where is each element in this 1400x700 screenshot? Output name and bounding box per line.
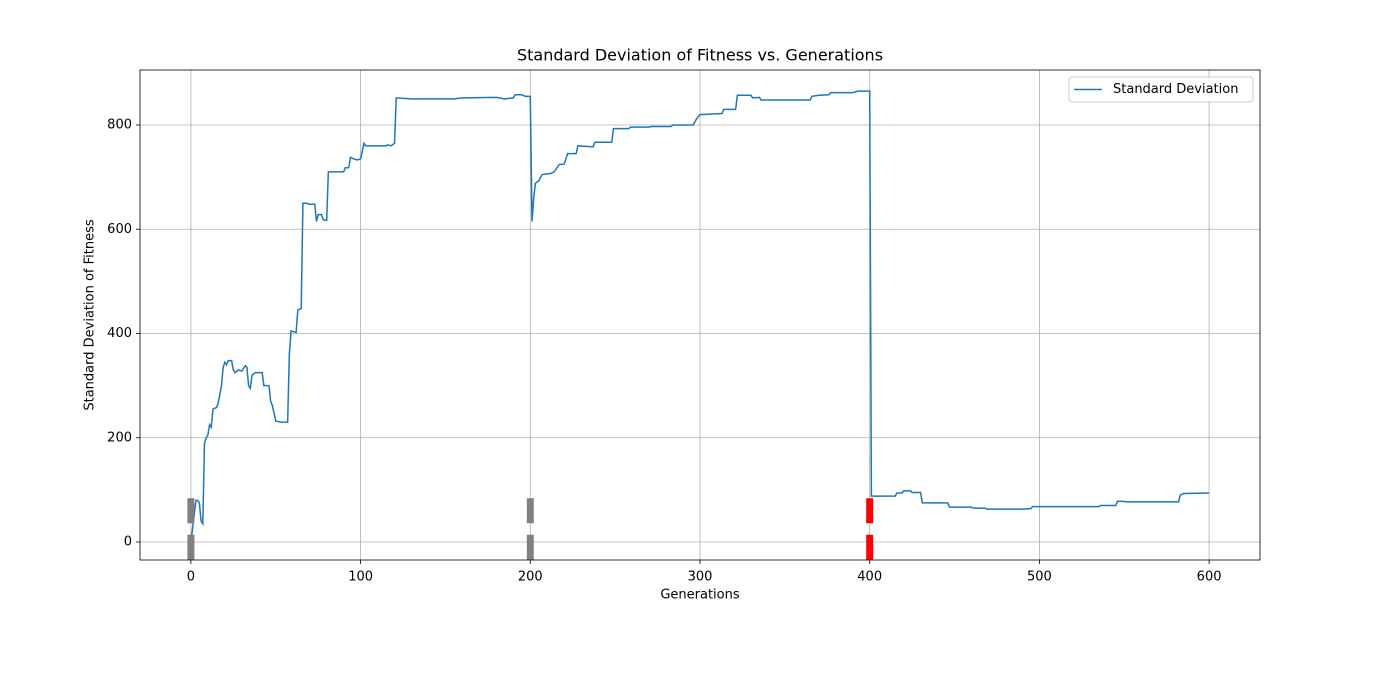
legend-label: Standard Deviation: [1113, 82, 1238, 97]
y-axis-label: Standard Deviation of Fitness: [83, 219, 98, 411]
y-tick-label: 200: [107, 430, 132, 445]
event-marker: [187, 534, 195, 560]
x-tick-label: 400: [857, 570, 882, 585]
x-tick-label: 600: [1197, 570, 1222, 585]
data-line: [190, 90, 1210, 543]
y-tick-label: 0: [124, 535, 132, 550]
event-marker: [866, 534, 874, 560]
event-marker: [526, 498, 534, 524]
x-tick-label: 100: [348, 570, 373, 585]
x-axis-label: Generations: [660, 588, 740, 603]
chart-title: Standard Deviation of Fitness vs. Genera…: [517, 46, 883, 65]
y-tick-label: 400: [107, 326, 132, 341]
x-tick-label: 200: [518, 570, 543, 585]
plot-frame: [139, 69, 1261, 561]
y-tick-label: 600: [107, 222, 132, 237]
event-marker: [526, 534, 534, 560]
event-marker: [187, 498, 195, 524]
x-tick-label: 300: [688, 570, 713, 585]
y-tick-label: 800: [107, 117, 132, 132]
x-tick-label: 0: [187, 570, 195, 585]
x-tick-label: 500: [1027, 570, 1052, 585]
event-marker: [866, 498, 874, 524]
legend-box: [1068, 76, 1254, 103]
